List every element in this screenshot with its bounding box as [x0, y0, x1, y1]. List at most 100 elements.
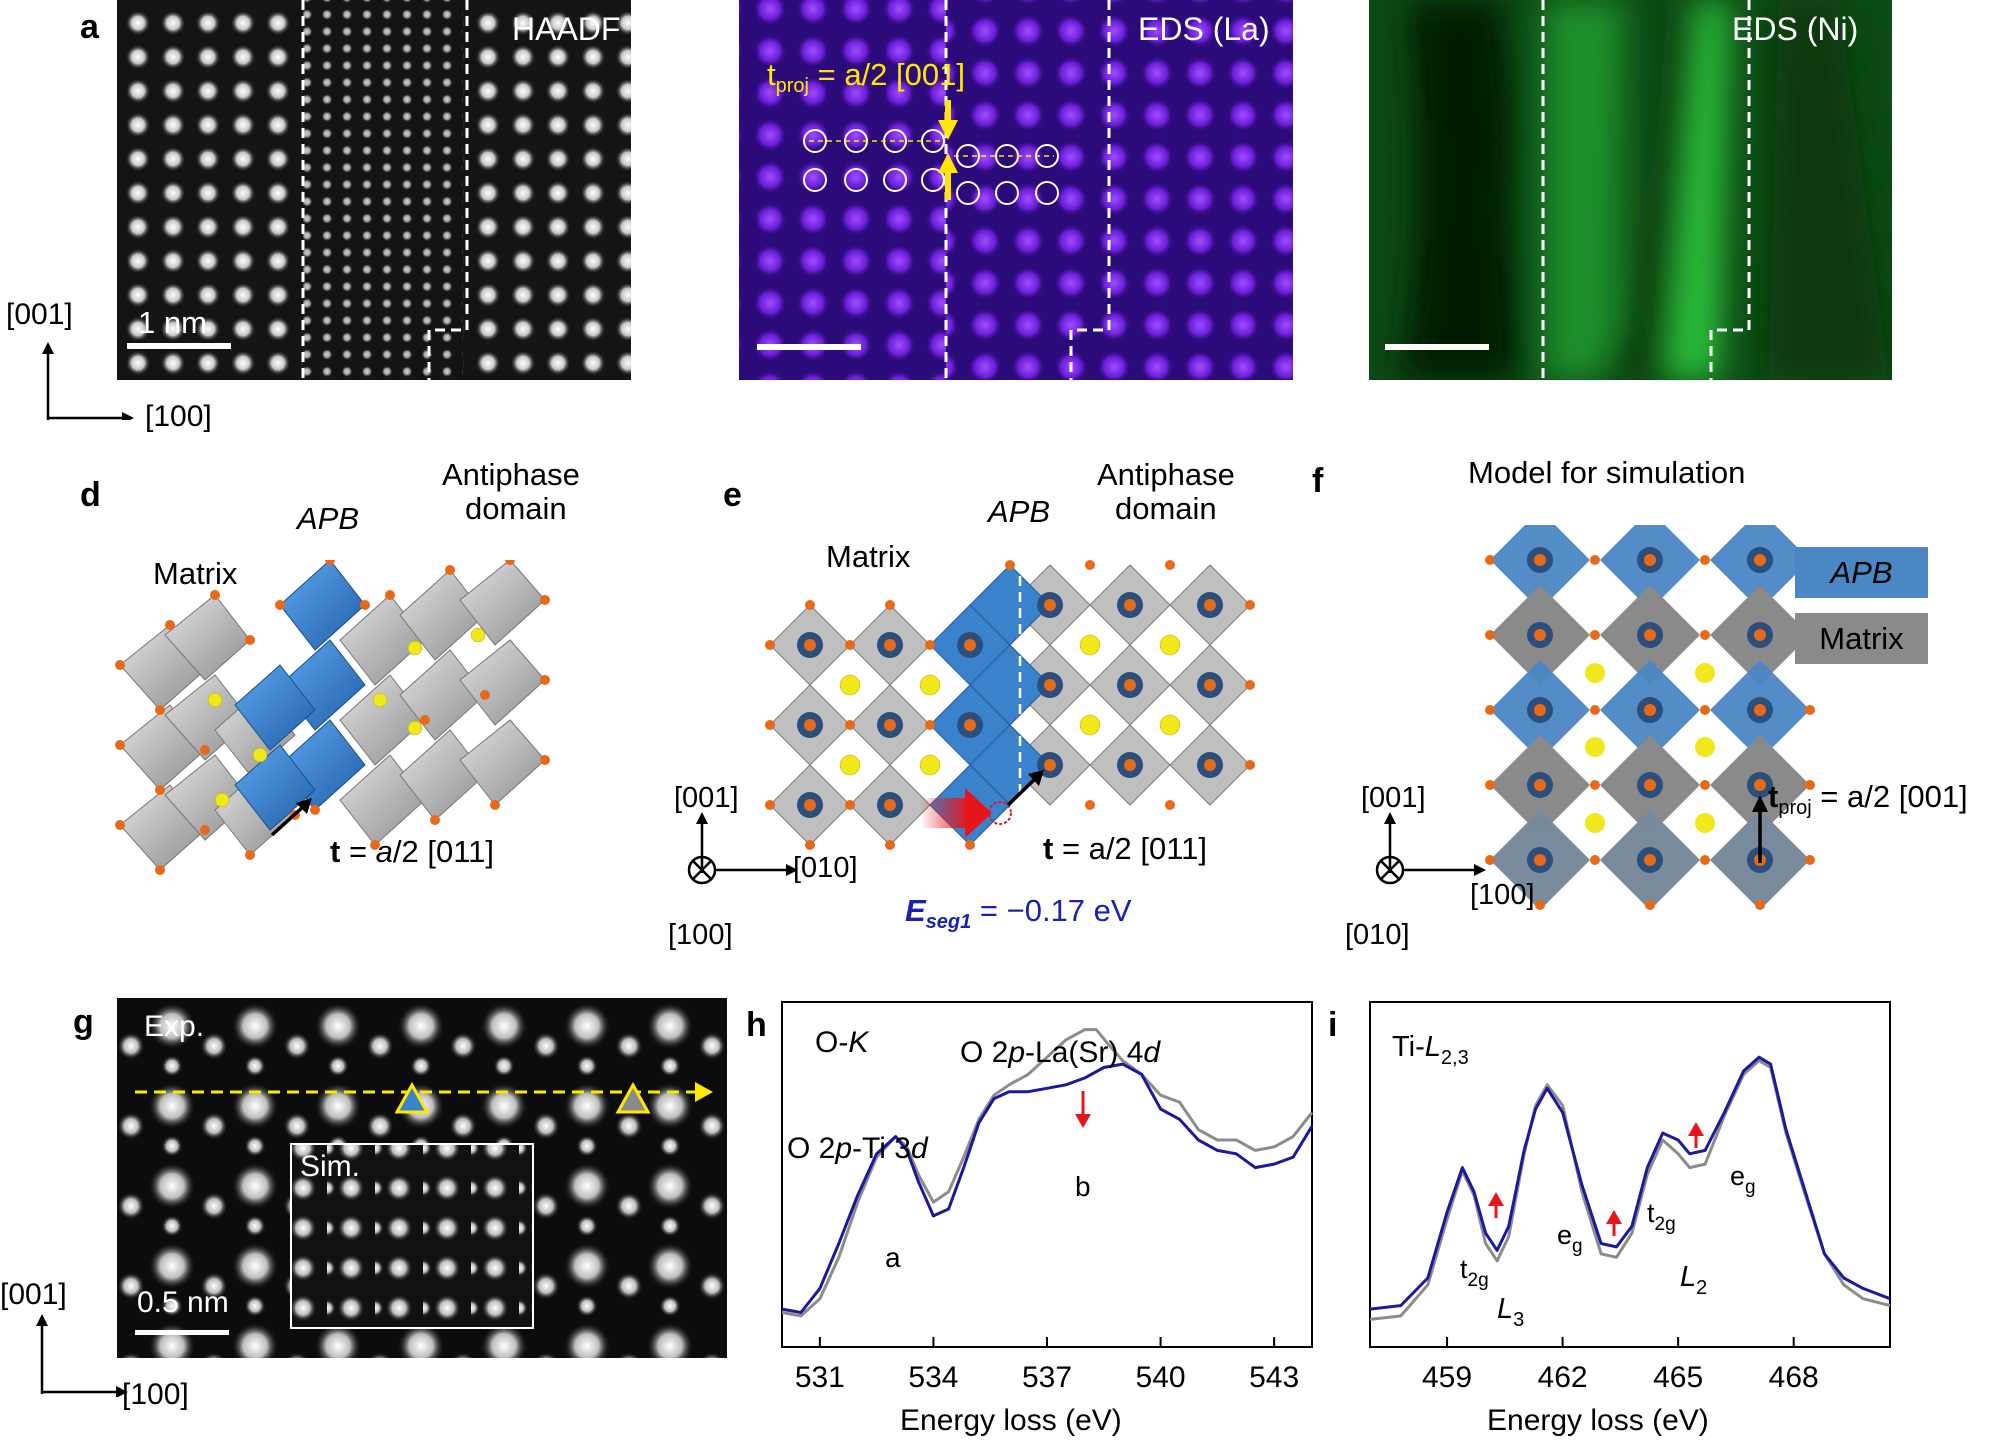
- axes-arrows-g: [36, 1314, 128, 1397]
- t-bold-e: t: [1043, 831, 1054, 866]
- axis-010-e: [010]: [793, 852, 858, 884]
- chart-i-l2: L2: [1680, 1261, 1707, 1299]
- antiphase-label-d-2: domain: [465, 491, 567, 526]
- apb-legend-box: APB: [1795, 547, 1928, 598]
- tproj-f-sub: proj: [1778, 797, 1812, 820]
- chart-i-red-arrowhead-3: [1688, 1122, 1704, 1136]
- antiphase-label-e-2: domain: [1115, 491, 1217, 526]
- chart-i-t2g-l2: t2g: [1647, 1198, 1676, 1235]
- chart-i-red-arrowhead-1: [1488, 1192, 1504, 1206]
- chart-h-xtick-label-534: 534: [908, 1361, 958, 1394]
- chart-h-series-blue: [781, 1062, 1314, 1314]
- chart-h-label-a: a: [885, 1242, 901, 1273]
- axis-100-e: [100]: [668, 919, 733, 951]
- scale-label-g: 0.5 nm: [137, 1286, 229, 1319]
- eds-ni-tag: EDS (Ni): [1732, 11, 1859, 47]
- chart-i-xlabel: Energy loss (eV): [1487, 1404, 1709, 1437]
- axis-100-top: [100]: [145, 400, 212, 433]
- tproj-arrows: [938, 100, 958, 200]
- sim-model-title: Model for simulation: [1468, 455, 1746, 490]
- matrix-label-d: Matrix: [153, 556, 238, 591]
- panel-label-h: h: [746, 1006, 767, 1044]
- axis-001-f: [001]: [1361, 782, 1426, 814]
- eds-ni-svg: [1369, 0, 1892, 380]
- perovskite-2d-model-e: [765, 560, 1255, 850]
- eseg-E: E: [905, 893, 926, 928]
- chart-i-title: Ti-L2,3: [1392, 1031, 1469, 1069]
- panel-label-d: d: [80, 476, 101, 514]
- chart-i-t2g-l3: t2g: [1460, 1254, 1489, 1291]
- axis-100-g: [100]: [122, 1378, 189, 1411]
- haadf-scale-label: 1 nm: [138, 305, 207, 340]
- chart-h-red-arrowhead: [1075, 1114, 1091, 1128]
- panel-label-a: a: [80, 8, 99, 46]
- chart-h-xtick-label-540: 540: [1136, 1361, 1186, 1394]
- chart-i-xtick-label-462: 462: [1538, 1361, 1588, 1394]
- ti-l-spectrum-chart: 459 462 465 468 Ti-L2,3 t2g eg L3 t2g eg L2…: [1369, 1001, 1891, 1437]
- chart-i-series-blue: [1369, 1055, 1891, 1311]
- tproj-rest: = a/2 [001]: [808, 57, 965, 92]
- exp-sim-image: [117, 998, 727, 1358]
- tproj-label-b: tproj = a/2 [001]: [767, 57, 965, 98]
- eds-la-tag: EDS (La): [1138, 11, 1270, 47]
- apb-legend-text: APB: [1830, 555, 1893, 590]
- exp-sim-svg: [117, 998, 727, 1358]
- chart-h-xlabel: Energy loss (eV): [900, 1404, 1122, 1437]
- chart-i-xtick-label-465: 465: [1653, 1361, 1703, 1394]
- eds-la-image: [739, 0, 1293, 380]
- axes-arrows-f: [1375, 812, 1486, 885]
- chart-h-xtick-label-543: 543: [1249, 1361, 1299, 1394]
- axis-100-f: [100]: [1470, 879, 1535, 911]
- eseg-label: Eseg1 = −0.17 eV: [905, 893, 1132, 935]
- chart-i-eg-l2: eg: [1730, 1161, 1756, 1198]
- chart-h-title: O-K: [815, 1026, 870, 1059]
- axis-001-top: [001]: [6, 298, 73, 331]
- chart-h-xtick-label-531: 531: [795, 1361, 845, 1394]
- haadf-image: [117, 0, 631, 380]
- tproj-f-rest: = a/2 [001]: [1811, 779, 1968, 814]
- eds-ni-image: [1369, 0, 1892, 380]
- eseg-sub: seg1: [925, 911, 972, 934]
- t-a-d: a: [375, 834, 393, 869]
- exp-label: Exp.: [144, 1010, 205, 1043]
- chart-i-red-arrowhead-2: [1606, 1210, 1622, 1224]
- tproj-f-t: t: [1768, 779, 1779, 814]
- tproj-label-f: tproj = a/2 [001]: [1768, 779, 1968, 820]
- antiphase-label-e-1: Antiphase: [1097, 457, 1235, 492]
- chart-i-series-gray: [1369, 1059, 1891, 1321]
- t-eq-d: =: [340, 834, 376, 869]
- chart-h-xtick-label-537: 537: [1022, 1361, 1072, 1394]
- antiphase-label-d-1: Antiphase: [442, 457, 580, 492]
- panel-label-g: g: [73, 1003, 94, 1041]
- matrix-legend-text: Matrix: [1819, 621, 1904, 656]
- chart-h-series-gray: [781, 1028, 1314, 1318]
- axis-001-g: [001]: [0, 1278, 67, 1311]
- axis-010-f: [010]: [1345, 919, 1410, 951]
- apb-label-d: APB: [297, 501, 360, 536]
- o-k-spectrum-chart: 531 534 537 540 543 O-K O 2p-La(Sr) 4d O 2p-…: [781, 1001, 1314, 1437]
- simulation-model: [1485, 525, 1856, 910]
- sim-label: Sim.: [300, 1150, 360, 1183]
- tproj-sub: proj: [775, 75, 809, 98]
- panel-label-i: i: [1328, 1006, 1338, 1044]
- matrix-label-e: Matrix: [826, 539, 911, 574]
- t-eq-e: = a/2 [011]: [1053, 831, 1208, 866]
- chart-h-peak1-label: O 2p-Ti 3d: [787, 1132, 929, 1165]
- axis-001-e: [001]: [674, 782, 739, 814]
- panel-label-e: e: [723, 476, 742, 514]
- t-vector-e: t = a/2 [011]: [1043, 831, 1208, 866]
- chart-h-label-b: b: [1075, 1171, 1091, 1202]
- t-rest-d: /2 [011]: [392, 834, 495, 869]
- tproj-t: t: [767, 57, 776, 92]
- chart-i-xtick-label-459: 459: [1422, 1361, 1472, 1394]
- axes-arrows-top: [42, 342, 134, 420]
- chart-h-peak2-label: O 2p-La(Sr) 4d: [960, 1036, 1161, 1069]
- panel-label-f: f: [1312, 462, 1324, 500]
- t-vector-d: t = a/2 [011]: [330, 834, 495, 869]
- t-bold-d: t: [330, 834, 341, 869]
- perovskite-3d-model: [115, 560, 550, 875]
- chart-i-eg-l3: eg: [1557, 1220, 1583, 1257]
- chart-i-frame: [1369, 1001, 1891, 1348]
- apb-label-e: APB: [988, 494, 1051, 529]
- eds-la-svg: [739, 0, 1293, 380]
